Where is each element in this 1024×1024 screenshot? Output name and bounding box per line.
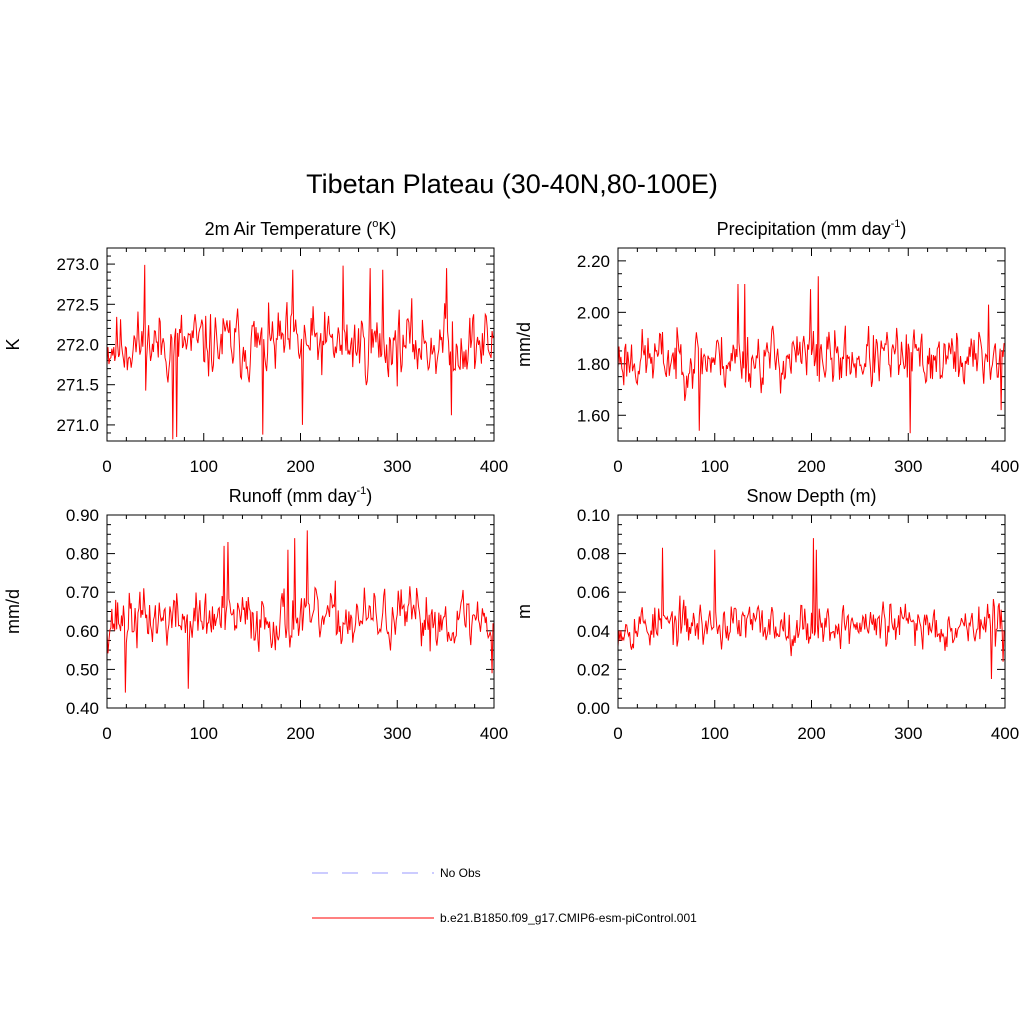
legend: No Obs b.e21.B1850.f09_g17.CMIP6-esm-piC…	[312, 866, 697, 925]
y-tick-label: 0.50	[66, 660, 99, 679]
x-tick-label: 300	[894, 457, 922, 476]
panel-air-temperature: 2m Air Temperature (oK) K 0 100 200 300 400 271…	[3, 218, 508, 476]
x-tick-label: 0	[613, 724, 622, 743]
figure-title: Tibetan Plateau (30-40N,80-100E)	[306, 169, 718, 199]
y-axis-label: K	[3, 338, 23, 350]
y-tick-label: 0.00	[577, 699, 610, 718]
panel-title: 2m Air Temperature (oK)	[205, 218, 397, 239]
panel-title: Runoff (mm day-1)	[229, 485, 373, 506]
x-tick-label: 200	[797, 724, 825, 743]
y-tick-label: 2.20	[577, 252, 610, 271]
x-tick-label: 300	[894, 724, 922, 743]
plot-frame	[617, 247, 1006, 442]
y-tick-label: 2.00	[577, 303, 610, 322]
x-tick-label: 0	[613, 457, 622, 476]
y-tick-label: 0.90	[66, 506, 99, 525]
x-tick-label: 0	[102, 457, 111, 476]
y-tick-label: 0.08	[577, 545, 610, 564]
x-tick-label: 100	[701, 724, 729, 743]
x-tick-label: 200	[286, 724, 314, 743]
x-tick-label: 400	[480, 457, 508, 476]
panel-runoff: Runoff (mm day-1) mm/d 0 100 200 300 400 0.40 0.…	[3, 485, 508, 743]
y-tick-label: 0.60	[66, 622, 99, 641]
x-tick-label: 400	[480, 724, 508, 743]
y-tick-label: 272.5	[56, 295, 99, 314]
x-tick-label: 200	[286, 457, 314, 476]
y-tick-label: 0.04	[577, 622, 610, 641]
x-tick-label: 400	[991, 724, 1019, 743]
panel-title: Precipitation (mm day-1)	[717, 218, 907, 239]
x-tick-label: 300	[383, 457, 411, 476]
x-tick-label: 0	[102, 724, 111, 743]
x-tick-label: 100	[190, 724, 218, 743]
panel-precipitation: Precipitation (mm day-1) mm/d 0 100 200 300 40…	[514, 218, 1019, 476]
x-tick-label: 400	[991, 457, 1019, 476]
x-tick-label: 100	[190, 457, 218, 476]
legend-label-no-obs: No Obs	[440, 866, 481, 880]
series-line	[106, 264, 494, 440]
y-axis-label: m	[514, 604, 534, 619]
series-line	[617, 538, 1005, 680]
y-tick-label: 0.40	[66, 699, 99, 718]
y-axis-label: mm/d	[3, 589, 23, 634]
series-line	[106, 530, 494, 693]
x-tick-label: 100	[701, 457, 729, 476]
y-tick-label: 1.80	[577, 355, 610, 374]
y-tick-label: 0.80	[66, 545, 99, 564]
plot-frame	[106, 514, 495, 709]
y-tick-label: 272.0	[56, 336, 99, 355]
x-tick-label: 300	[383, 724, 411, 743]
y-tick-label: 0.70	[66, 583, 99, 602]
y-tick-label: 1.60	[577, 406, 610, 425]
y-tick-label: 273.0	[56, 255, 99, 274]
y-tick-label: 0.06	[577, 583, 610, 602]
panel-title: Snow Depth (m)	[746, 486, 876, 506]
y-tick-label: 0.10	[577, 506, 610, 525]
y-tick-label: 271.5	[56, 376, 99, 395]
y-tick-label: 271.0	[56, 416, 99, 435]
series-line	[617, 276, 1005, 434]
panel-snow-depth: Snow Depth (m) m 0 100 200 300 400 0.00 0.02 0.04…	[514, 486, 1019, 743]
plot-frame	[106, 247, 495, 442]
y-tick-label: 0.02	[577, 660, 610, 679]
legend-label-model: b.e21.B1850.f09_g17.CMIP6-esm-piControl.…	[440, 911, 697, 925]
y-axis-label: mm/d	[514, 322, 534, 367]
plot-frame	[617, 514, 1006, 709]
x-tick-label: 200	[797, 457, 825, 476]
